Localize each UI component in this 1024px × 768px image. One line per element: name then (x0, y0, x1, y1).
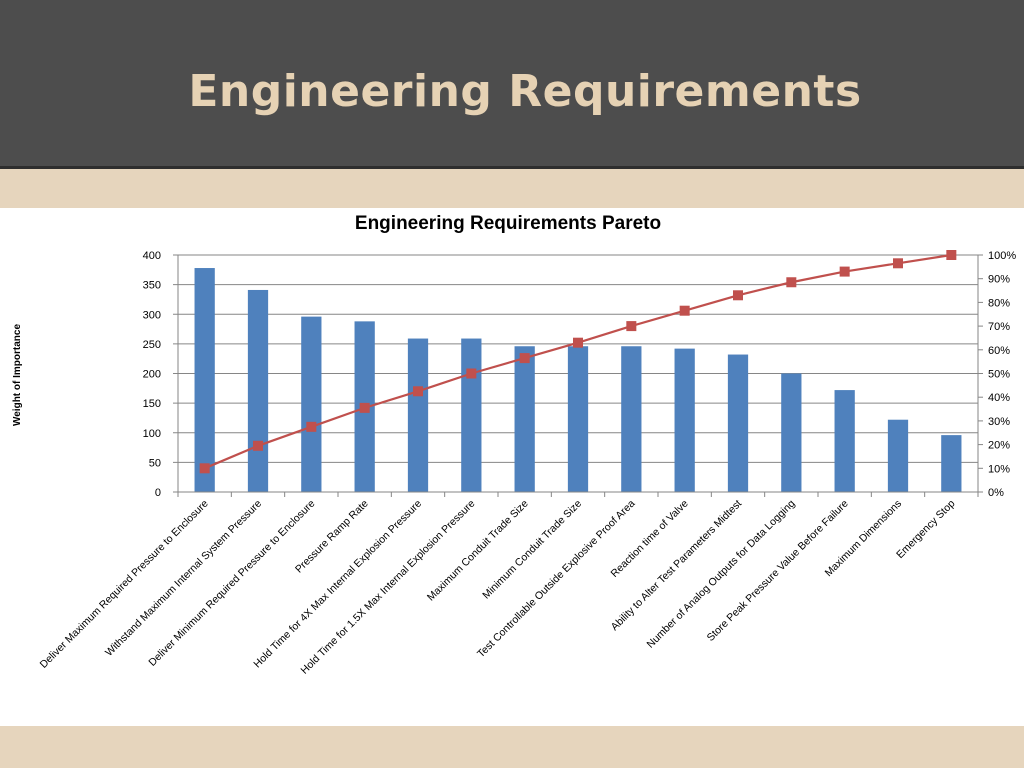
y2-tick-label: 100% (988, 250, 1016, 262)
bar (834, 390, 855, 492)
y2-tick-label: 70% (988, 321, 1010, 333)
bar (301, 316, 322, 492)
line-point (679, 305, 690, 316)
axes (177, 255, 979, 497)
category-label: Emergency Stop (894, 498, 957, 561)
y2-tick-label: 0% (988, 487, 1004, 499)
y2-tick-label: 50% (988, 369, 1010, 381)
y2-tick-label: 60% (988, 345, 1010, 357)
y2-tick-label: 20% (988, 440, 1010, 452)
secondary-axis-ticks: 0% 10% 20% 30% 40% 50% 60% 70% 80% 90% 100% (978, 250, 1016, 499)
bar (887, 419, 909, 492)
y2-tick-label: 90% (988, 274, 1010, 286)
y-tick-label: 250 (143, 339, 161, 351)
y2-tick-label: 80% (988, 297, 1010, 309)
y-tick-label: 150 (143, 398, 161, 410)
y-tick-label: 400 (143, 250, 161, 262)
y-tick-label: 100 (143, 428, 161, 440)
pareto-chart: Engineering Requirements Pareto Weight o… (12, 213, 1016, 677)
cumulative-line-series (199, 250, 957, 474)
bar (247, 289, 269, 492)
bar (194, 268, 215, 492)
line-point (946, 250, 957, 260)
line-point (626, 321, 637, 332)
header-divider (0, 166, 1024, 169)
y-tick-label: 50 (149, 457, 161, 469)
line-point (359, 402, 370, 413)
bar (514, 346, 535, 492)
line-point (306, 421, 317, 432)
line-point (253, 440, 263, 451)
primary-axis-ticks: 0 50 100 150 200 250 300 350 400 (143, 250, 178, 499)
y2-tick-label: 10% (988, 463, 1010, 475)
bar (674, 348, 695, 492)
bar (461, 338, 482, 492)
y-tick-label: 300 (143, 309, 161, 321)
line-point (466, 368, 477, 379)
bar (621, 346, 642, 492)
line-point (199, 463, 210, 474)
y2-tick-label: 40% (988, 392, 1010, 404)
line-point (733, 290, 743, 301)
y-tick-label: 200 (143, 369, 161, 381)
bar-series (194, 268, 962, 492)
category-label: Maximum Conduit Trade Size (425, 498, 531, 604)
category-labels: Deliver Maximum Required Pressure to Enc… (38, 498, 958, 677)
line-point (573, 337, 583, 348)
slide-header (0, 0, 1024, 166)
line-point (413, 386, 423, 397)
slide-title: Engineering Requirements (188, 66, 862, 117)
bar (941, 435, 962, 492)
y2-tick-label: 30% (988, 416, 1010, 428)
bar (567, 346, 589, 492)
y-tick-label: 0 (155, 487, 161, 499)
line-point (519, 353, 530, 364)
bar (781, 373, 802, 492)
y-tick-label: 350 (143, 280, 161, 292)
line-point (893, 258, 903, 269)
y-axis-label: Weight of Importance (12, 324, 23, 426)
chart-title: Engineering Requirements Pareto (355, 213, 661, 234)
bar (727, 354, 749, 492)
line-point (839, 266, 850, 277)
line-point (786, 277, 797, 288)
bar (407, 338, 429, 492)
category-label: Minimum Conduit Trade Size (480, 498, 584, 602)
chart-panel: Engineering Requirements Pareto Weight o… (0, 208, 1024, 726)
